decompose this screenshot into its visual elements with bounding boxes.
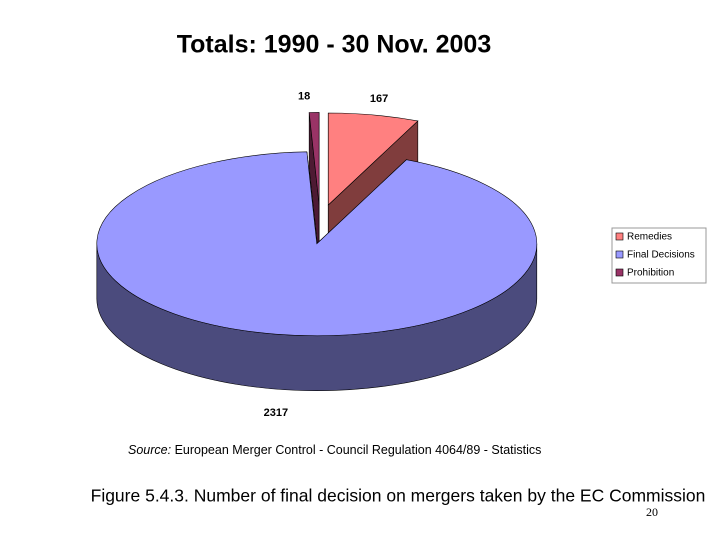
caption: Figure 5.4.3. Number of final decision o… — [91, 486, 706, 506]
data-label: 167 — [370, 93, 388, 105]
legend-label: Remedies — [627, 232, 672, 243]
data-label: 18 — [298, 90, 310, 102]
slice — [308, 112, 320, 205]
legend-box — [611, 227, 707, 284]
legend-swatch — [615, 268, 624, 277]
data-label: 2317 — [264, 407, 288, 419]
legend-swatch — [615, 250, 624, 259]
legend-label: Prohibition — [627, 268, 674, 279]
legend-label: Final Decisions — [627, 250, 695, 261]
source-text: European Merger Control - Council Regula… — [171, 443, 541, 457]
chart-title: Totals: 1990 - 30 Nov. 2003 — [177, 31, 492, 59]
source: Source: European Merger Control - Counci… — [128, 443, 541, 457]
slice — [327, 112, 419, 206]
source-label: Source: — [128, 443, 171, 457]
slice — [96, 151, 538, 337]
page-number: 20 — [646, 505, 658, 519]
legend-swatch — [615, 232, 624, 241]
